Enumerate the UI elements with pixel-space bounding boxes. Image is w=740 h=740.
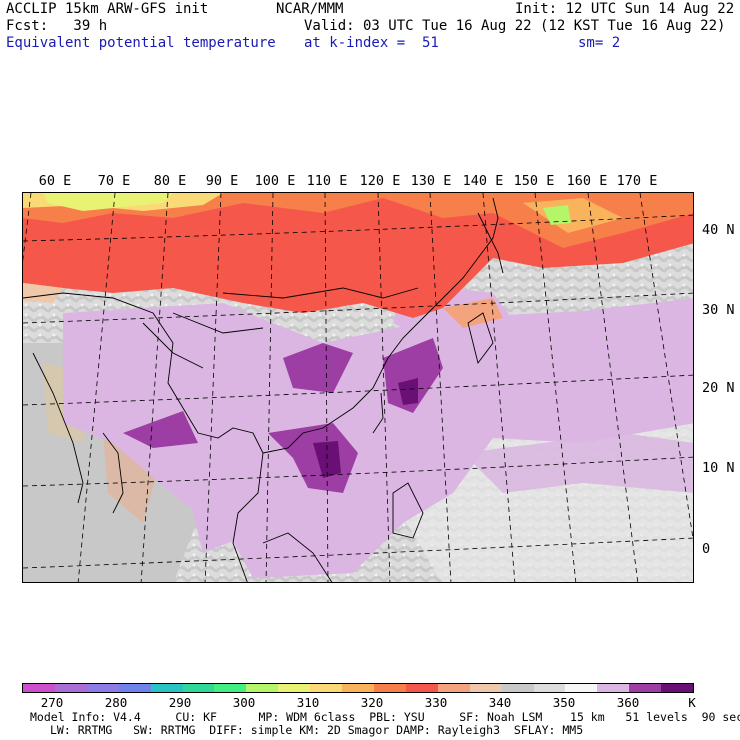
model-title: ACCLIP 15km ARW-GFS init [6,1,209,17]
lon-label: 80 E [153,173,187,189]
colorbar-swatch [629,684,662,692]
colorbar-swatch [469,684,502,692]
colorbar-swatch [661,684,694,692]
colorbar-label: 310 [296,695,320,710]
colorbar-swatch [373,684,406,692]
map-panel [22,192,694,583]
model-info: Model Info: V4.4 CU: KF MP: WDM 6class P… [30,710,740,724]
colorbar-swatch [310,684,343,692]
colorbar-label: 340 [488,695,512,710]
lon-label: 150 E [513,173,555,189]
colorbar-label: 300 [232,695,256,710]
lon-label: 140 E [462,173,504,189]
colorbar [22,683,694,693]
colorbar-swatch [278,684,311,692]
colorbar-swatch [501,684,534,692]
lon-label: 160 E [566,173,608,189]
organization: NCAR/MMM [276,1,344,17]
forecast-hour: Fcst: 39 h [6,18,108,34]
colorbar-label: 360 [616,695,640,710]
colorbar-swatch [54,684,87,692]
colorbar-label: 320 [360,695,384,710]
colorbar-swatch [437,684,470,692]
lat-label: 20 N [702,380,735,396]
colorbar-swatch [23,684,55,692]
colorbar-swatch [342,684,374,692]
colorbar-swatch [405,684,438,692]
smoothing: sm= 2 [578,35,621,51]
colorbar-swatch [565,684,598,692]
lon-label: 60 E [38,173,72,189]
colorbar-swatch [86,684,119,692]
lon-label: 130 E [410,173,452,189]
lon-label: 110 E [306,173,348,189]
lon-label: 70 E [97,173,131,189]
colorbar-label: 270 [40,695,64,710]
theta-e-field [23,193,693,582]
init-time: Init: 12 UTC Sun 14 Aug 22 [515,1,735,17]
lat-label: 30 N [702,302,735,318]
colorbar-swatch [214,684,247,692]
field-name: Equivalent potential temperature [6,35,276,51]
lat-label: 0 [702,541,711,557]
colorbar-swatch [246,684,279,692]
colorbar-swatch [118,684,151,692]
colorbar-unit: K [688,695,696,710]
lon-label: 100 E [254,173,296,189]
lat-label: 40 N [702,222,735,238]
lon-label: 120 E [359,173,401,189]
colorbar-swatch [150,684,183,692]
valid-time: Valid: 03 UTC Tue 16 Aug 22 (12 KST Tue … [304,18,726,34]
lon-label: 170 E [616,173,658,189]
colorbar-label: 280 [104,695,128,710]
lon-label: 90 E [205,173,239,189]
colorbar-label: 350 [552,695,576,710]
physics-info: LW: RRTMG SW: RRTMG DIFF: simple KM: 2D … [50,723,584,737]
colorbar-label: 330 [424,695,448,710]
colorbar-swatch [597,684,630,692]
colorbar-swatch [533,684,566,692]
colorbar-label: 290 [168,695,192,710]
colorbar-swatch [182,684,215,692]
lat-label: 10 N [702,460,735,476]
level-index: at k-index = 51 [304,35,439,51]
